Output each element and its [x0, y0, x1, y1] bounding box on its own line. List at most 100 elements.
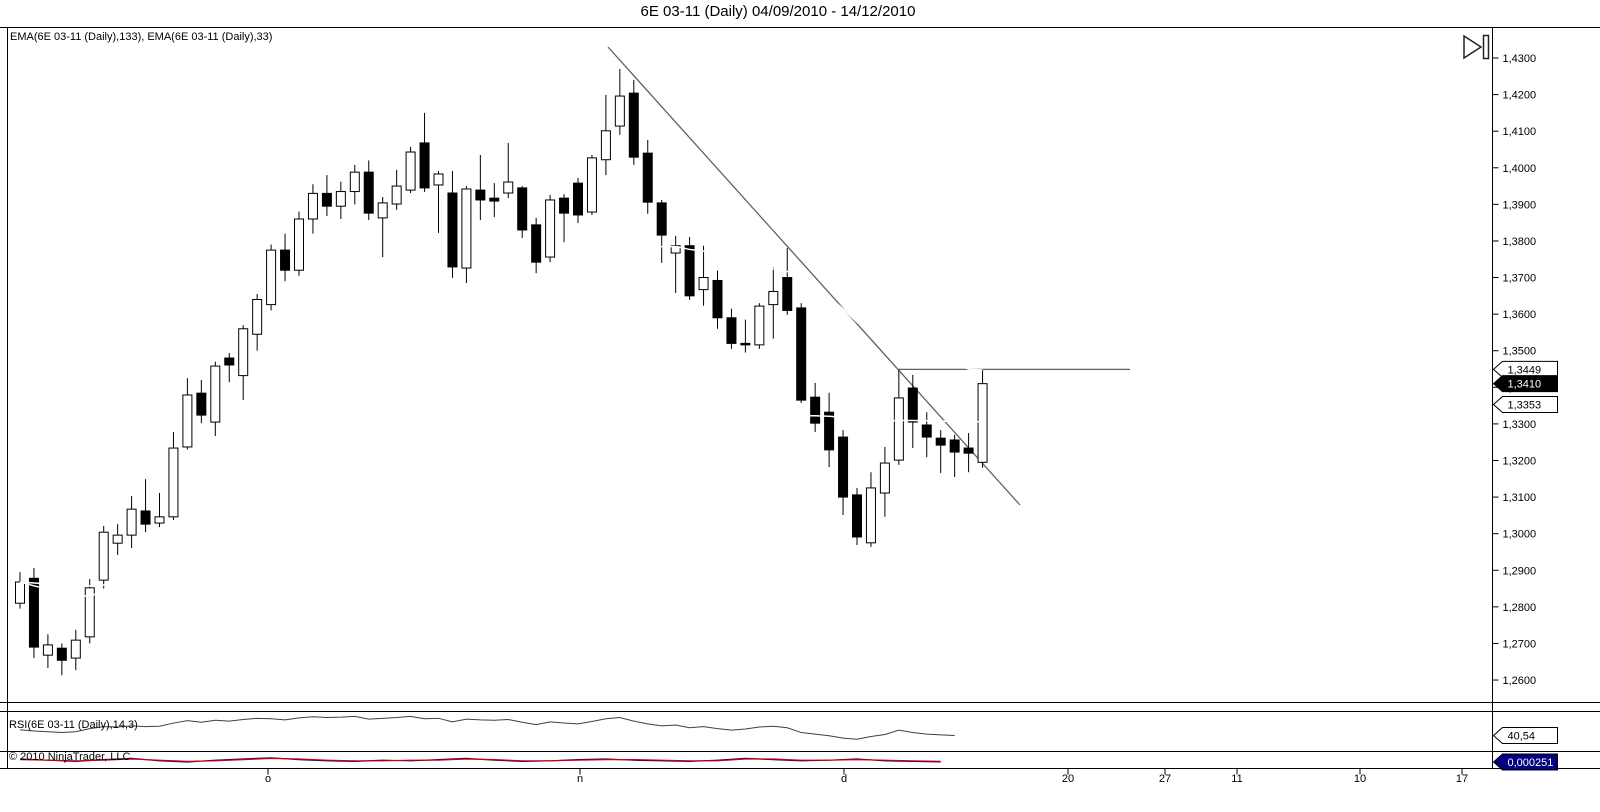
candle-body	[447, 192, 458, 268]
price-axis-label: 1,4200	[1503, 90, 1537, 102]
rsi-value-marker-text: 40,54	[1508, 730, 1536, 742]
candle-body	[963, 447, 974, 454]
rsi-value-marker	[1492, 726, 1558, 744]
price-marker-13353-text: 1,3353	[1508, 400, 1542, 412]
price-axis-label: 1,4000	[1503, 163, 1537, 175]
price-marker-13449	[1492, 360, 1558, 378]
candle-body	[210, 365, 221, 423]
price-marker-13353	[1492, 396, 1558, 414]
price-axis-label: 1,2800	[1503, 602, 1537, 614]
candle-body	[907, 387, 918, 423]
ema-line-33	[19, 245, 983, 597]
candle-body	[949, 439, 960, 453]
candle-body	[865, 487, 876, 544]
price-axis-label: 1,2600	[1503, 675, 1537, 687]
lower-red-line	[19, 757, 941, 763]
candle-body	[545, 199, 556, 258]
candle-body	[42, 644, 53, 656]
candle-body	[419, 142, 430, 189]
candle-body	[252, 298, 263, 335]
candle-body	[740, 342, 751, 346]
candle-body	[461, 188, 472, 269]
candle-body	[238, 328, 249, 377]
candle-body	[168, 447, 179, 518]
price-axis-label: 1,3000	[1503, 529, 1537, 541]
candle-body	[726, 317, 737, 344]
candle-body	[796, 307, 807, 401]
candle-body	[628, 92, 639, 158]
price-marker-13449-text: 1,3449	[1508, 364, 1542, 376]
copyright-label: © 2010 NinjaTrader, LLC	[9, 751, 131, 763]
date-axis-label: 27	[1159, 773, 1171, 785]
candle-body	[224, 357, 235, 366]
candle-body	[405, 151, 416, 191]
ema-indicator-label: EMA(6E 03-11 (Daily),133), EMA(6E 03-11 …	[10, 31, 273, 43]
candle-body	[196, 392, 207, 416]
ema-line-133	[19, 414, 983, 587]
candle-body	[503, 181, 514, 194]
candle-body	[266, 249, 277, 306]
candle-body	[838, 436, 849, 498]
candle-body	[893, 397, 904, 461]
rsi-line	[19, 715, 955, 740]
candle-body	[84, 587, 95, 638]
step-forward-icon[interactable]	[1463, 34, 1483, 60]
price-axis-label: 1,3500	[1503, 346, 1537, 358]
candle-body	[475, 189, 486, 201]
candle-body	[182, 394, 193, 448]
candle-body	[559, 197, 570, 214]
price-axis-label: 1,3100	[1503, 492, 1537, 504]
candle-body	[573, 182, 583, 216]
price-marker-13410-text: 1,3410	[1508, 379, 1542, 391]
candle-body	[349, 171, 360, 193]
step-forward-icon-bar[interactable]	[1482, 34, 1490, 60]
price-axis-label: 1,3700	[1503, 273, 1537, 285]
price-marker-13410	[1492, 375, 1558, 393]
candle-body	[391, 185, 402, 205]
date-axis-label: o	[265, 773, 271, 785]
candle-body	[70, 639, 81, 659]
candle-body	[321, 192, 332, 207]
date-axis-label: 10	[1354, 773, 1366, 785]
trendline-drawing	[607, 46, 1021, 506]
candle-body	[15, 581, 25, 604]
price-axis-label: 1,4300	[1503, 53, 1537, 65]
candle-body	[586, 157, 597, 213]
date-axis-label: 20	[1062, 773, 1074, 785]
candle-body	[489, 197, 500, 202]
date-axis-label: d	[841, 773, 847, 785]
candle-body	[768, 290, 779, 306]
candle-body	[280, 249, 291, 271]
candle-body	[684, 245, 695, 297]
price-axis-label: 1,3900	[1503, 199, 1537, 211]
candle-body	[112, 534, 123, 544]
candle-body	[614, 95, 625, 127]
price-axis-label: 1,3800	[1503, 236, 1537, 248]
candle-body	[921, 424, 932, 438]
candle-body	[810, 396, 821, 424]
date-axis-label: 17	[1456, 773, 1468, 785]
candle-body	[294, 218, 304, 271]
candle-body	[656, 202, 667, 236]
candle-body	[307, 192, 318, 220]
candle-body	[698, 277, 709, 291]
candle-body	[335, 191, 346, 207]
candle-body	[56, 647, 67, 661]
candle-body	[140, 510, 151, 525]
candle-body	[531, 224, 542, 263]
candle-body	[879, 462, 890, 494]
lower-value-marker-text: 0,000251	[1508, 757, 1554, 769]
date-axis-label: 11	[1231, 773, 1242, 785]
price-axis-label: 1,4100	[1503, 126, 1537, 138]
price-axis-label: 1,2700	[1503, 638, 1537, 650]
price-axis-label: 1,3600	[1503, 309, 1537, 321]
candle-body	[824, 411, 835, 451]
candle-body	[363, 171, 374, 214]
candle-body	[517, 187, 528, 231]
candle-body	[377, 202, 388, 219]
chart-title: 6E 03-11 (Daily) 04/09/2010 - 14/12/2010	[640, 3, 916, 20]
candle-body	[977, 383, 988, 463]
candle-body	[600, 130, 611, 161]
